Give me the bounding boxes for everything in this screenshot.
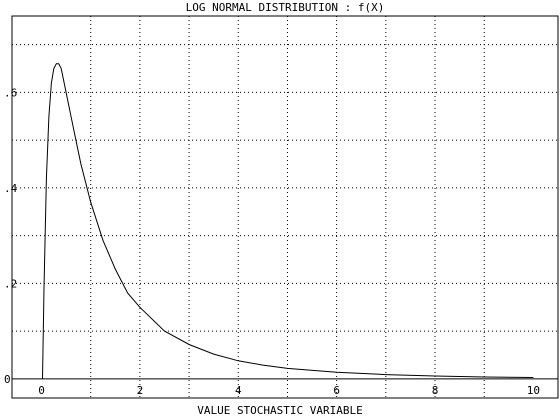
grid [12,16,558,398]
x-axis-label: VALUE STOCHASTIC VARIABLE [197,404,363,417]
y-tick-label: .6 [4,86,17,99]
tick-labels: 0 2 4 6 8 10 0 .2 .4 .6 [4,86,540,397]
y-tick-label: .4 [4,182,18,195]
x-tick-label: 2 [137,384,144,397]
x-tick-label: 0 [38,384,45,397]
y-tick-label: 0 [4,373,11,386]
chart-title: LOG NORMAL DISTRIBUTION : f(X) [186,1,385,14]
x-tick-label: 6 [333,384,340,397]
x-tick-label: 4 [235,384,242,397]
x-tick-label: 8 [432,384,439,397]
x-tick-label: 10 [527,384,540,397]
series-line [42,63,534,379]
y-tick-label: .2 [4,277,17,290]
plot-frame [11,15,559,399]
